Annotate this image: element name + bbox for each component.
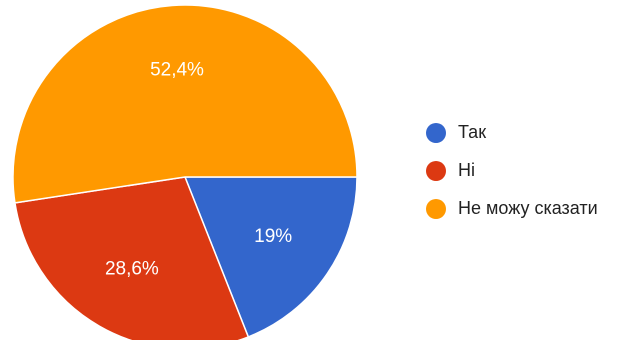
pie-slice-label-3: 52,4% bbox=[150, 60, 204, 81]
pie-slice-1 bbox=[183, 176, 358, 338]
pie-slice-3 bbox=[12, 4, 358, 204]
legend-marker-3 bbox=[426, 199, 446, 219]
legend-marker-1 bbox=[426, 123, 446, 143]
pie-slice-label-1: 19% bbox=[254, 226, 292, 247]
legend-label-3: Не можу сказати bbox=[458, 198, 598, 218]
legend-label-2: Ні bbox=[458, 160, 475, 180]
legend-marker-2 bbox=[426, 161, 446, 181]
pie-slice-labels: 19% 28,6% 52,4% bbox=[105, 60, 292, 280]
pie-slice-2 bbox=[14, 176, 250, 340]
pie-slice-label-2: 28,6% bbox=[105, 259, 159, 280]
pie-slices bbox=[12, 4, 358, 340]
legend: Так Ні Не можу сказати bbox=[426, 122, 598, 219]
legend-label-1: Так bbox=[458, 122, 486, 142]
